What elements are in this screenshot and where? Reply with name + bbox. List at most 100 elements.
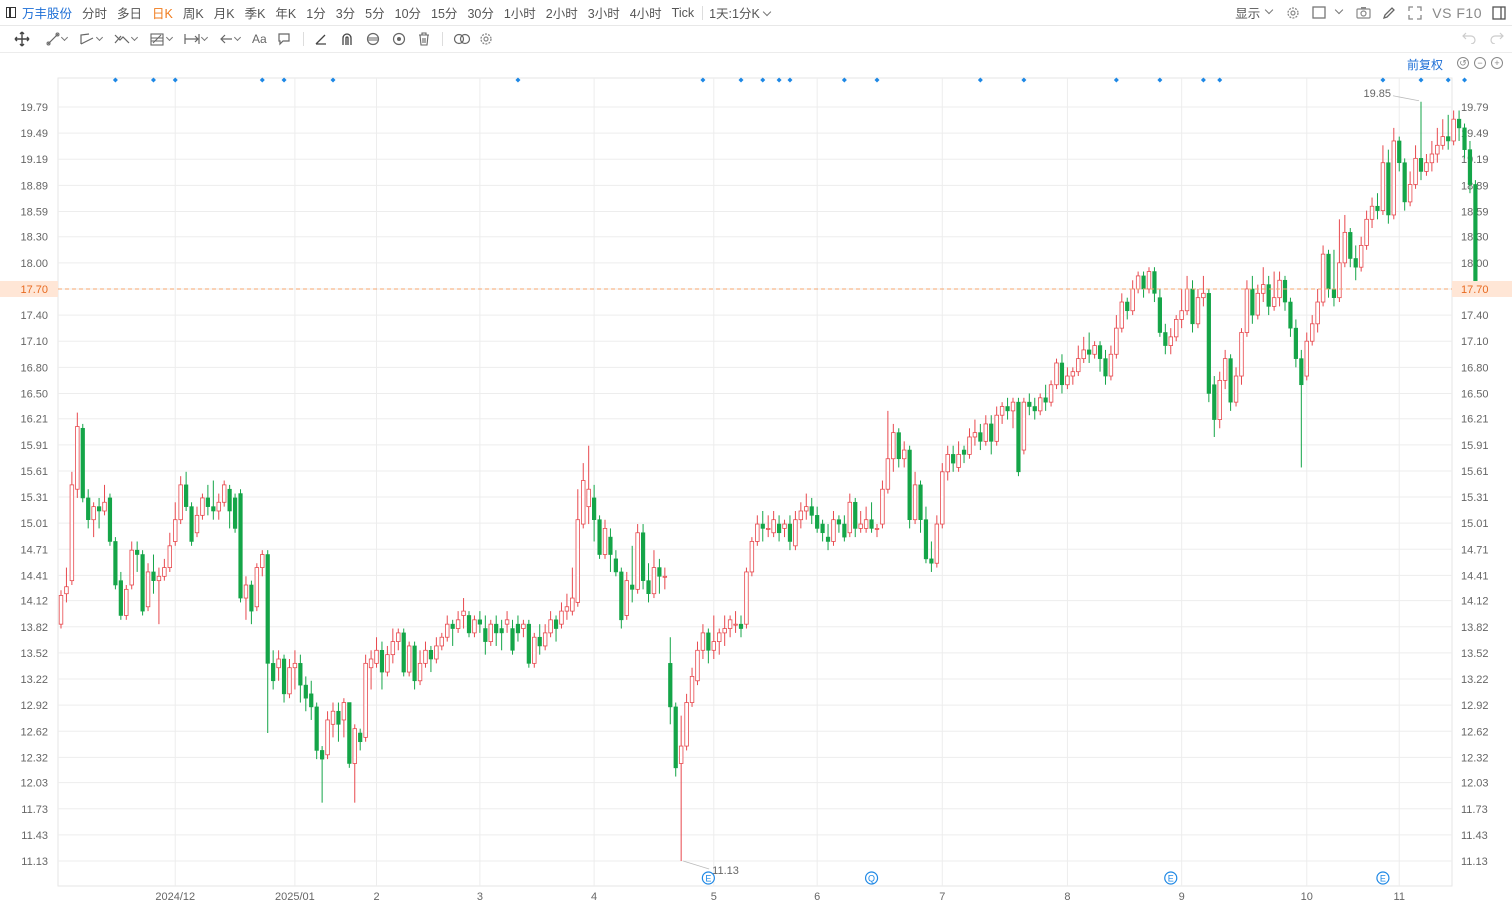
undo-icon[interactable]: [1462, 32, 1476, 47]
candle-body: [1016, 401, 1021, 473]
candle-body: [809, 506, 814, 516]
candlestick-chart[interactable]: 11.13 11.13 11.43 11.43 11.73 11.73 12.03 12.03…: [0, 52, 1512, 912]
event-dot: [1113, 77, 1119, 83]
tab-period-11[interactable]: 15分: [431, 7, 458, 21]
arrow-tool[interactable]: [219, 33, 242, 45]
candle-body: [515, 623, 521, 634]
text-tool[interactable]: Aa: [252, 32, 267, 46]
camera-icon[interactable]: [1355, 6, 1371, 20]
vs-f10-button[interactable]: VS F10: [1432, 4, 1482, 21]
candle-body: [472, 619, 477, 634]
candle-body: [1380, 162, 1386, 212]
tab-period-15[interactable]: 3小时: [587, 7, 620, 21]
candle-body: [1462, 127, 1467, 150]
redo-icon[interactable]: [1490, 32, 1504, 47]
candle-body: [1386, 162, 1391, 216]
move-tool[interactable]: [14, 31, 30, 47]
pattern-tool[interactable]: [114, 32, 139, 46]
low-marker-label: 11.13: [712, 865, 739, 877]
stock-name[interactable]: 万丰股份: [22, 7, 73, 21]
channel-tool[interactable]: [79, 32, 104, 46]
candle-body: [967, 436, 972, 455]
panel-toggle-icon[interactable]: [1491, 5, 1507, 20]
candle-body: [1010, 401, 1016, 412]
candle-body: [1146, 271, 1152, 290]
candle-body: [798, 510, 804, 521]
candle-body: [684, 702, 689, 747]
candle-body: [1108, 353, 1114, 377]
chart-zoom-controls: ↺ − +: [1457, 57, 1508, 69]
zoom-in-icon[interactable]: +: [1491, 57, 1503, 69]
reset-icon[interactable]: ↺: [1457, 57, 1469, 69]
candle-body: [1119, 301, 1124, 329]
trendline-tool[interactable]: [46, 32, 69, 46]
candle-body: [1364, 218, 1369, 246]
candle-body: [69, 484, 75, 582]
comment-tool[interactable]: [277, 32, 291, 46]
event-dot: [787, 77, 793, 83]
magnet-tool[interactable]: [340, 32, 354, 46]
compare-icon: [453, 33, 470, 45]
tab-period-5[interactable]: 季K: [244, 7, 266, 21]
interval-select[interactable]: 1天:1分K: [709, 3, 772, 22]
x-tick-label: 2025/01: [275, 891, 315, 903]
layout-icon[interactable]: [1311, 6, 1327, 20]
candle-body: [978, 432, 983, 442]
candle-body: [205, 497, 210, 507]
arrow-left-icon: [220, 34, 232, 44]
event-marker-label: E: [705, 874, 711, 884]
tab-period-2[interactable]: 日K: [152, 7, 173, 21]
tab-period-6[interactable]: 年K: [275, 7, 297, 21]
y-tick-label-left: 15.91: [20, 440, 48, 452]
angle-icon: [315, 34, 326, 45]
tab-period-9[interactable]: 5分: [365, 7, 385, 21]
x-tick-label: 10: [1301, 891, 1313, 903]
candle-body: [1027, 401, 1032, 407]
tab-period-3[interactable]: 周K: [182, 7, 204, 21]
candle-body: [91, 506, 96, 521]
display-button[interactable]: 显示: [1235, 7, 1261, 21]
drawing-settings-tool[interactable]: [479, 32, 493, 46]
candle-body: [836, 519, 842, 525]
candle-body: [1141, 275, 1146, 290]
measure-tool[interactable]: [184, 32, 209, 46]
tab-period-1[interactable]: 多日: [117, 7, 143, 21]
pen-icon[interactable]: [1381, 6, 1397, 20]
tab-period-8[interactable]: 3分: [335, 7, 356, 21]
candle-body: [717, 632, 722, 642]
visibility-tool[interactable]: [392, 32, 406, 46]
candle-body: [303, 684, 308, 699]
fib-tool[interactable]: [149, 32, 174, 46]
candle-body: [1032, 406, 1037, 412]
gear-icon[interactable]: [1285, 6, 1301, 20]
candle-body: [129, 549, 134, 586]
tab-period-7[interactable]: 1分: [306, 7, 326, 21]
lock-drawing-tool[interactable]: [366, 32, 380, 46]
candle-body: [1114, 327, 1119, 355]
tab-period-12[interactable]: 30分: [467, 7, 494, 21]
tab-period-4[interactable]: 月K: [213, 7, 235, 21]
candle-body: [145, 571, 151, 608]
tab-period-0[interactable]: 分时: [82, 7, 108, 21]
candle-body: [755, 523, 760, 542]
candle-body: [184, 484, 189, 507]
angle-tool[interactable]: [314, 32, 328, 46]
event-dot: [776, 77, 782, 83]
candle-body: [559, 610, 564, 625]
delete-drawing-tool[interactable]: [418, 32, 430, 46]
tab-period-10[interactable]: 10分: [394, 7, 422, 21]
fullscreen-icon[interactable]: [1407, 5, 1423, 20]
tab-period-17[interactable]: Tick: [671, 5, 695, 20]
candle-body: [526, 623, 531, 664]
compare-tool[interactable]: [453, 32, 471, 46]
tab-period-13[interactable]: 1小时: [503, 7, 536, 21]
tab-period-16[interactable]: 4小时: [629, 7, 662, 21]
candle-body: [689, 676, 695, 703]
price-adjust-button[interactable]: 前复权: [1407, 58, 1444, 72]
sidebar-toggle-icon[interactable]: [6, 7, 16, 18]
trendline-icon: [46, 32, 60, 46]
zoom-out-icon[interactable]: −: [1474, 57, 1486, 69]
candle-body: [292, 662, 298, 669]
candle-body: [842, 523, 847, 538]
tab-period-14[interactable]: 2小时: [545, 7, 578, 21]
